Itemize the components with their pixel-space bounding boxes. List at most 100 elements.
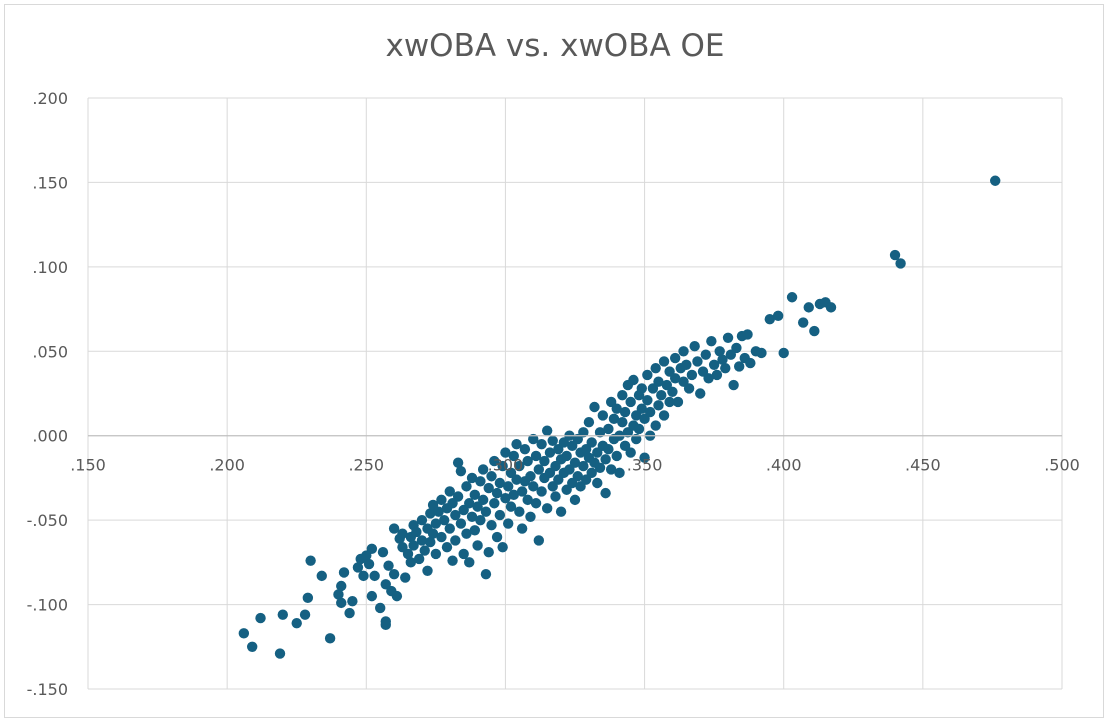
scatter-point — [494, 477, 506, 489]
scatter-point — [528, 433, 539, 445]
scatter-point — [388, 568, 400, 580]
scatter-point — [895, 258, 906, 269]
scatter-point — [633, 423, 645, 435]
scatter-point — [541, 425, 553, 436]
scatter-point — [352, 562, 364, 573]
scatter-point — [511, 438, 522, 450]
scatter-point — [366, 543, 378, 555]
scatter-point — [503, 518, 514, 529]
scatter-point — [525, 471, 536, 482]
scatter-point — [764, 314, 775, 325]
scatter-point — [683, 383, 695, 394]
scatter-point — [408, 540, 419, 551]
scatter-point — [586, 437, 597, 448]
scatter-point — [475, 514, 486, 526]
scatter-point — [572, 471, 583, 482]
x-tick-label: .150 — [70, 456, 106, 475]
y-tick-label: .200 — [32, 89, 68, 108]
scatter-point — [692, 356, 703, 367]
scatter-point — [486, 520, 497, 531]
y-tick-label: -.050 — [27, 511, 68, 530]
scatter-point — [530, 450, 542, 462]
scatter-point — [600, 454, 611, 465]
scatter-point — [480, 568, 492, 580]
y-tick-label: .050 — [32, 342, 68, 361]
scatter-point — [246, 641, 258, 652]
scatter-point — [425, 508, 436, 519]
scatter-point — [745, 357, 756, 369]
scatter-point — [433, 506, 444, 517]
y-axis-tick-labels: .200 .150 .100 .050 .000 -.050 -.100 -.150 — [27, 89, 68, 699]
scatter-point — [617, 389, 628, 401]
scatter-point — [500, 492, 511, 504]
scatter-point — [500, 447, 511, 458]
scatter-point — [703, 373, 714, 384]
scatter-point — [708, 359, 720, 370]
scatter-point — [990, 175, 1001, 186]
scatter-point — [650, 362, 661, 374]
scatter-point — [427, 528, 439, 539]
scatter-point — [672, 396, 684, 408]
scatter-point — [600, 487, 611, 499]
scatter-point — [664, 396, 675, 408]
scatter-point — [722, 332, 734, 343]
scatter-point — [441, 541, 453, 553]
scatter-point — [636, 403, 647, 414]
scatter-point — [625, 447, 636, 458]
scatter-point — [656, 389, 667, 401]
scatter-point — [413, 553, 425, 565]
scatter-point — [388, 523, 400, 534]
scatter-point — [405, 557, 417, 568]
scatter-point — [625, 396, 636, 408]
scatter-point — [347, 595, 358, 607]
scatter-point — [489, 498, 500, 509]
scatter-point — [597, 410, 609, 421]
scatter-point — [469, 489, 481, 501]
scatter-point — [658, 356, 670, 367]
scatter-point — [444, 523, 455, 534]
scatter-point — [541, 503, 553, 514]
scatter-point — [511, 474, 522, 485]
scatter-point — [483, 482, 494, 494]
scatter-point — [555, 506, 567, 517]
scatter-point — [695, 388, 706, 399]
scatter-point — [617, 417, 628, 428]
scatter-point — [425, 536, 436, 548]
scatter-point — [402, 548, 414, 560]
scatter-point — [544, 447, 556, 458]
x-axis: .150 .200 .250 .300 .350 .400 .450 .500 — [70, 435, 1080, 475]
scatter-point — [603, 444, 614, 455]
scatter-point — [436, 531, 447, 543]
y-tick-label: -.100 — [27, 596, 68, 615]
scatter-point — [291, 617, 302, 629]
scatter-point — [594, 462, 606, 473]
scatter-point — [514, 506, 525, 517]
scatter-point — [416, 535, 428, 546]
scatter-point — [477, 494, 489, 506]
scatter-point — [547, 435, 558, 446]
scatter-point — [583, 417, 595, 428]
scatter-point — [778, 347, 789, 359]
scatter-point — [489, 455, 500, 467]
scatter-point — [628, 374, 639, 386]
scatter-point — [491, 531, 503, 543]
scatter-point — [377, 547, 389, 558]
x-tick-label: .400 — [766, 456, 802, 475]
scatter-point — [733, 361, 745, 372]
scatter-point — [375, 602, 386, 614]
scatter-point — [594, 427, 606, 438]
scatter-point — [255, 612, 266, 624]
scatter-point — [422, 565, 433, 576]
scatter-point — [631, 433, 642, 445]
chart-area — [4, 4, 1104, 718]
scatter-point — [380, 616, 391, 627]
scatter-point — [338, 567, 350, 578]
scatter-point — [333, 589, 344, 600]
scatter-point — [533, 464, 545, 475]
scatter-point — [797, 317, 809, 328]
scatter-point — [461, 481, 472, 492]
scatter-point — [528, 481, 539, 492]
scatter-point — [464, 498, 475, 509]
scatter-point — [825, 302, 837, 313]
scatter-point — [669, 352, 681, 364]
